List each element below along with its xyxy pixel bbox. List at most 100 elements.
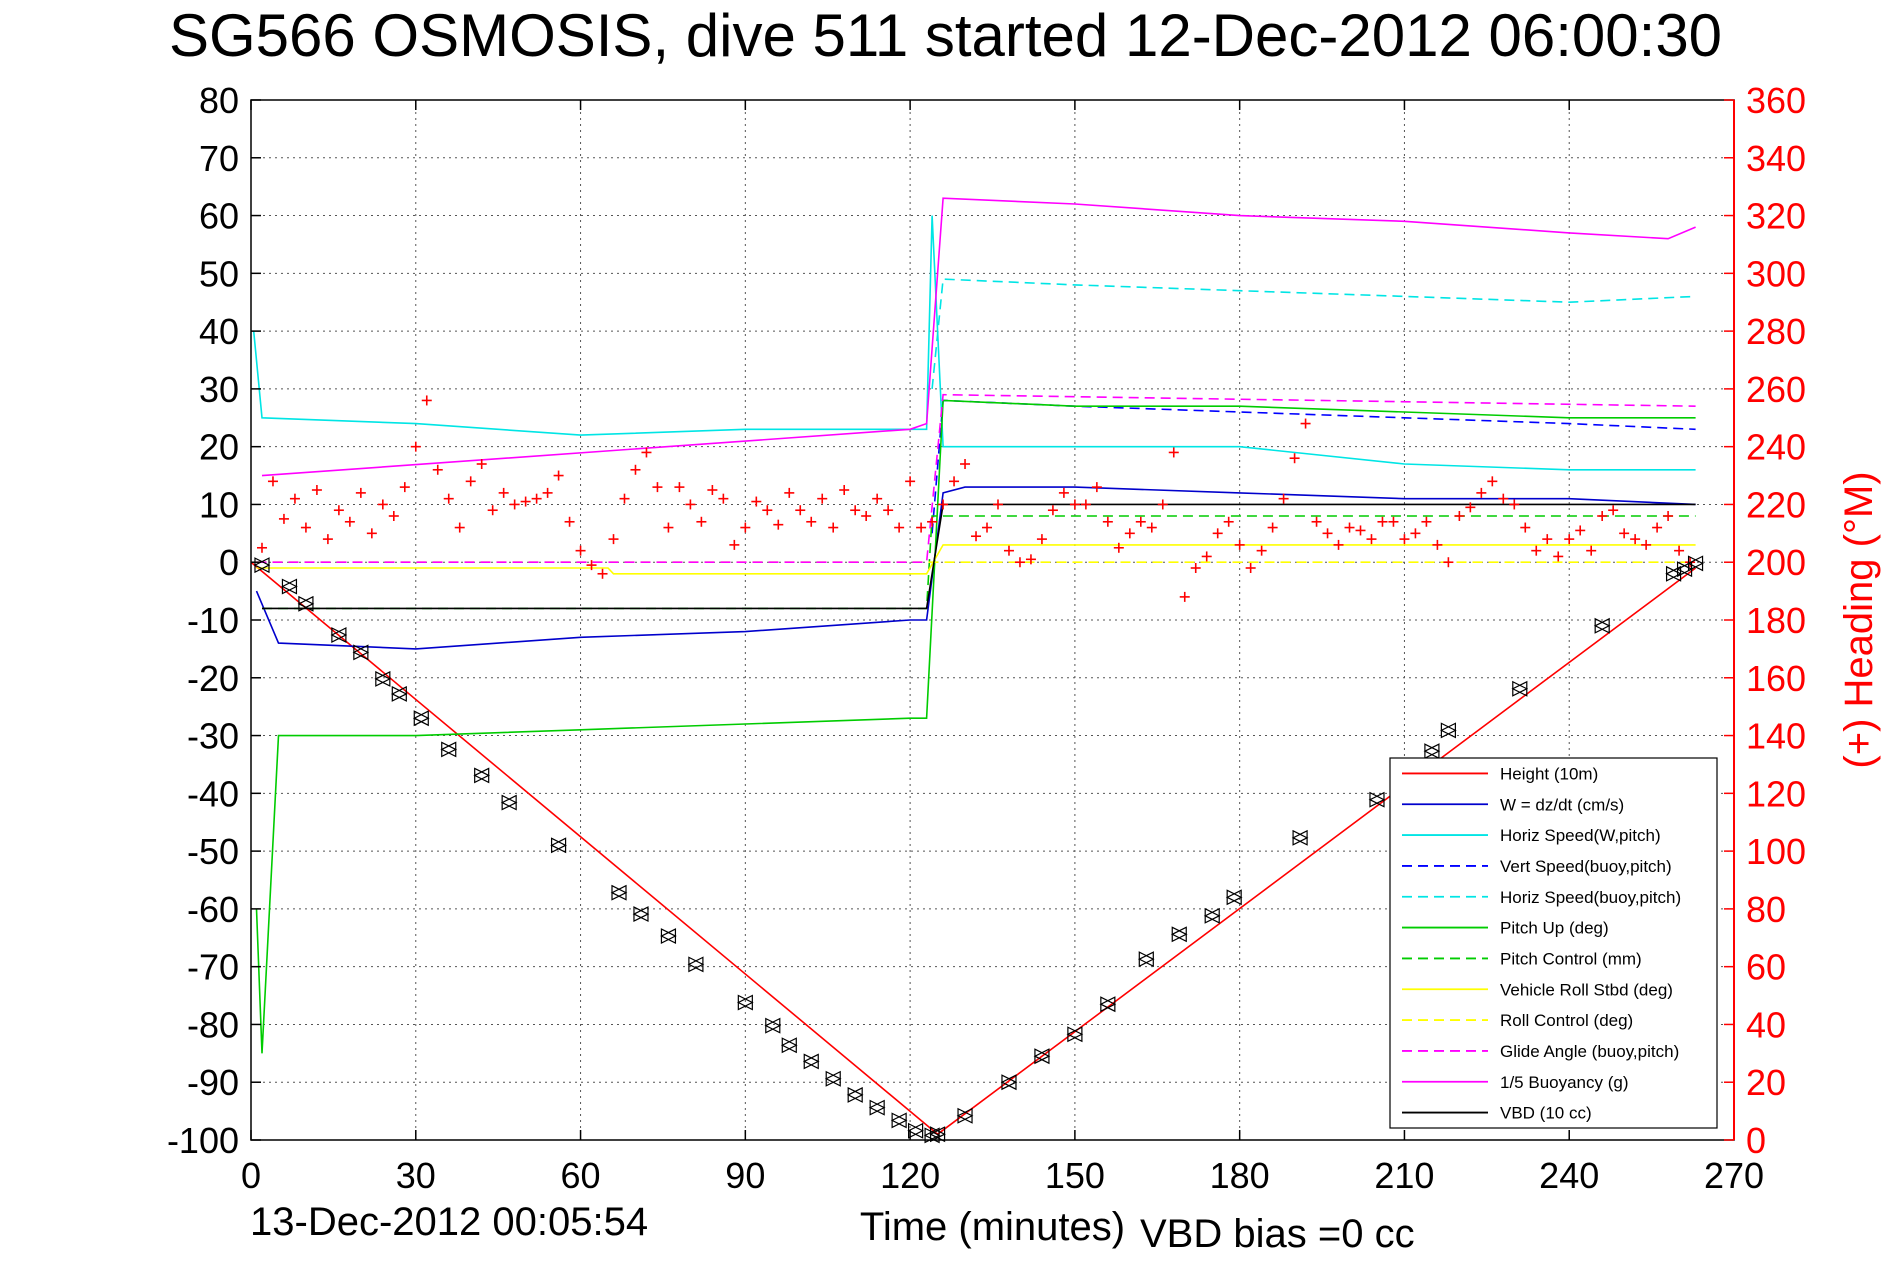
- heading-point: [1113, 542, 1124, 553]
- vbd-marker: [1511, 680, 1529, 697]
- heading-point: [1058, 487, 1069, 498]
- legend-label: Pitch Control (mm): [1500, 949, 1642, 968]
- y-tick-label: 0: [219, 542, 239, 583]
- heading-point: [476, 459, 487, 469]
- heading-point: [509, 499, 520, 510]
- heading-point: [718, 493, 729, 504]
- legend-label: Roll Control (deg): [1500, 1011, 1633, 1030]
- series-line-3: [931, 399, 1696, 534]
- vbd-marker: [956, 1107, 974, 1124]
- right-y-tick-label: 20: [1746, 1062, 1786, 1103]
- vbd-bias-label: VBD bias =0 cc: [1140, 1212, 1415, 1256]
- heading-point: [597, 568, 608, 579]
- heading-point: [795, 505, 806, 516]
- heading-point: [740, 522, 751, 533]
- heading-point: [333, 505, 344, 516]
- heading-point: [1641, 539, 1652, 550]
- right-y-tick-label: 280: [1746, 311, 1806, 352]
- right-y-tick-label: 180: [1746, 600, 1806, 641]
- right-y-tick-label: 360: [1746, 80, 1806, 121]
- heading-point: [938, 499, 949, 510]
- heading-point: [894, 522, 905, 533]
- right-y-tick-label: 120: [1746, 773, 1806, 814]
- heading-point: [1168, 447, 1179, 458]
- y-tick-label: -30: [187, 716, 239, 757]
- x-tick-label: 180: [1210, 1155, 1270, 1196]
- x-tick-label: 60: [561, 1155, 601, 1196]
- heading-point: [443, 493, 454, 504]
- heading-point: [454, 522, 465, 533]
- heading-point: [1190, 563, 1201, 573]
- series-line-7: [256, 544, 1696, 575]
- x-tick-label: 90: [725, 1155, 765, 1196]
- heading-point: [1201, 551, 1212, 562]
- heading-point: [905, 476, 916, 487]
- x-tick-label: 0: [241, 1155, 261, 1196]
- series-line-2: [252, 215, 1696, 471]
- heading-point: [1509, 499, 1520, 510]
- heading-point: [498, 487, 509, 498]
- heading-point: [1630, 534, 1641, 545]
- legend: Height (10m) W = dz/dt (cm/s) Horiz Speed(…: [1389, 757, 1718, 1129]
- vbd-marker: [330, 627, 348, 643]
- heading-point: [1553, 551, 1564, 562]
- heading-point: [883, 505, 894, 516]
- heading-point: [1564, 534, 1575, 545]
- heading-point: [1608, 505, 1619, 516]
- heading-point: [1410, 528, 1421, 539]
- heading-point: [267, 476, 278, 487]
- vbd-marker: [907, 1122, 924, 1139]
- y-tick-label: -70: [187, 947, 239, 988]
- legend-label: Glide Angle (buoy,pitch): [1500, 1042, 1679, 1061]
- right-y-tick-label: 300: [1746, 253, 1806, 294]
- vbd-marker: [281, 578, 298, 595]
- heading-point: [1289, 453, 1300, 464]
- y-tick-label: 30: [199, 369, 239, 410]
- vbd-marker: [1423, 743, 1441, 760]
- heading-point: [1454, 511, 1465, 521]
- heading-point: [1355, 525, 1366, 536]
- vbd-marker: [824, 1070, 842, 1087]
- vbd-marker: [390, 685, 408, 702]
- footer-timestamp: 13-Dec-2012 00:05:54: [250, 1200, 649, 1244]
- vbd-marker: [1099, 996, 1117, 1013]
- vbd-marker: [687, 956, 705, 973]
- heading-point: [872, 493, 883, 504]
- heading-point: [1245, 563, 1256, 573]
- heading-point: [916, 522, 927, 533]
- right-y-tick-label: 60: [1746, 947, 1786, 988]
- heading-point: [949, 476, 960, 487]
- heading-point: [1212, 528, 1223, 539]
- heading-point: [663, 522, 674, 533]
- heading-point: [1586, 545, 1597, 556]
- heading-point: [300, 522, 311, 533]
- vbd-marker: [1225, 889, 1243, 906]
- vbd-marker: [1665, 565, 1682, 582]
- y-tick-label: -100: [167, 1120, 239, 1161]
- heading-point: [1179, 591, 1190, 602]
- heading-point: [828, 522, 839, 533]
- y-tick-label: -90: [187, 1062, 239, 1103]
- right-axis-label: (+) Heading (°M): [1837, 471, 1881, 768]
- heading-point: [1542, 534, 1553, 545]
- heading-point: [992, 499, 1003, 510]
- legend-label: Pitch Up (deg): [1500, 919, 1609, 938]
- legend-box: [1389, 757, 1718, 1129]
- vbd-marker: [352, 644, 370, 661]
- heading-point: [575, 545, 586, 556]
- vbd-marker: [1137, 951, 1155, 968]
- y-tick-label: 20: [199, 427, 239, 468]
- vbd-marker: [1368, 791, 1386, 808]
- legend-label: Vehicle Roll Stbd (deg): [1500, 980, 1673, 999]
- heading-points-layer: [256, 395, 1696, 602]
- right-y-tick-label: 320: [1746, 196, 1806, 237]
- heading-point: [1267, 522, 1278, 533]
- heading-point: [1575, 525, 1586, 536]
- right-y-tick-label: 220: [1746, 484, 1806, 525]
- legend-label: 1/5 Buoyancy (g): [1500, 1073, 1629, 1092]
- vbd-marker: [550, 837, 567, 854]
- heading-point: [531, 493, 542, 504]
- x-tick-label: 150: [1045, 1155, 1105, 1196]
- heading-point: [971, 531, 982, 542]
- legend-label: W = dz/dt (cm/s): [1500, 795, 1624, 814]
